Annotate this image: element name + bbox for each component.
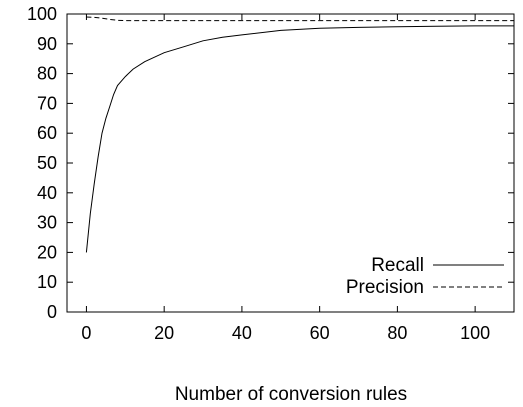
y-tick-label-20: 20 <box>37 242 57 262</box>
x-tick-label-60: 60 <box>310 323 330 343</box>
series-line-precision <box>86 16 514 22</box>
y-tick-label-50: 50 <box>37 153 57 173</box>
plot-frame <box>66 13 515 313</box>
legend: Recall Precision <box>346 255 504 298</box>
y-tick-label-100: 100 <box>27 4 57 24</box>
x-tick-label-40: 40 <box>232 323 252 343</box>
legend-label-recall: Recall <box>371 255 424 276</box>
y-tick-label-70: 70 <box>37 93 57 113</box>
y-tick-label-10: 10 <box>37 272 57 292</box>
y-tick-label-60: 60 <box>37 123 57 143</box>
x-tick-label-100: 100 <box>460 323 490 343</box>
y-tick-label-40: 40 <box>37 183 57 203</box>
y-tick-label-90: 90 <box>37 34 57 54</box>
x-axis-title: Number of conversion rules <box>175 384 407 405</box>
y-tick-label-80: 80 <box>37 64 57 84</box>
x-tick-label-80: 80 <box>387 323 407 343</box>
legend-label-precision: Precision <box>346 277 424 298</box>
x-tick-label-0: 0 <box>81 323 91 343</box>
series-line-recall <box>85 25 514 253</box>
tick-marks <box>67 13 514 313</box>
y-tick-label-0: 0 <box>47 302 57 322</box>
x-tick-label-20: 20 <box>154 323 174 343</box>
y-tick-label-30: 30 <box>37 213 57 233</box>
tick-labels: 0 10 20 30 40 50 60 70 80 90 100 0 20 40 60 80 100 <box>27 4 490 343</box>
series-lines <box>85 16 514 253</box>
